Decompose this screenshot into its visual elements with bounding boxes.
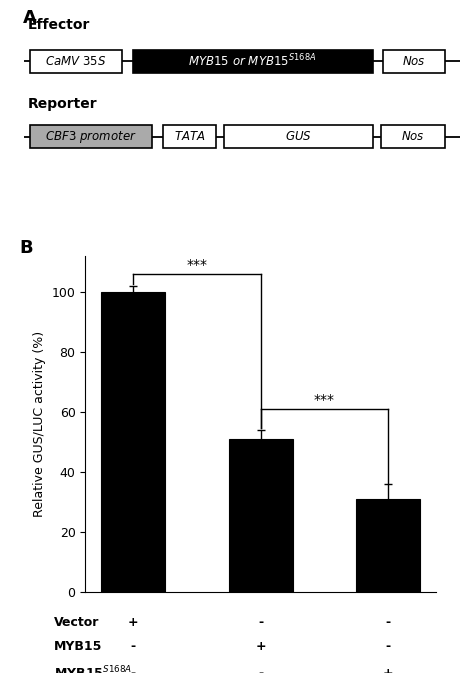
Text: $\mathit{MYB15\ or\ MYB15}^{\mathit{S168A}}$: $\mathit{MYB15\ or\ MYB15}^{\mathit{S168… <box>189 53 317 70</box>
Text: -: - <box>131 640 136 653</box>
Text: $\mathit{TATA}$: $\mathit{TATA}$ <box>173 130 205 143</box>
Text: A: A <box>23 9 36 28</box>
Text: $\mathit{GUS}$: $\mathit{GUS}$ <box>285 130 312 143</box>
Text: $\mathit{Nos}$: $\mathit{Nos}$ <box>402 55 426 68</box>
Text: MYB15: MYB15 <box>54 640 102 653</box>
Text: MYB15$^{S168A}$: MYB15$^{S168A}$ <box>54 665 132 673</box>
Text: ***: *** <box>186 258 208 273</box>
FancyBboxPatch shape <box>224 125 373 148</box>
Y-axis label: Relative GUS/LUC activity (%): Relative GUS/LUC activity (%) <box>33 331 46 517</box>
Text: Vector: Vector <box>54 616 100 629</box>
Text: +: + <box>383 667 393 673</box>
Text: ***: *** <box>314 394 335 407</box>
Text: +: + <box>128 616 138 629</box>
Text: Reporter: Reporter <box>28 97 98 111</box>
Text: B: B <box>19 239 33 257</box>
FancyBboxPatch shape <box>30 125 152 148</box>
Text: Effector: Effector <box>28 17 91 32</box>
Text: -: - <box>131 667 136 673</box>
Text: -: - <box>258 616 263 629</box>
Text: -: - <box>258 667 263 673</box>
Bar <box>229 439 292 592</box>
FancyBboxPatch shape <box>30 50 122 73</box>
FancyBboxPatch shape <box>381 125 445 148</box>
Text: -: - <box>386 640 391 653</box>
FancyBboxPatch shape <box>383 50 445 73</box>
Bar <box>101 292 165 592</box>
Bar <box>356 499 420 592</box>
Text: $\mathit{Nos}$: $\mathit{Nos}$ <box>401 130 425 143</box>
Text: -: - <box>386 616 391 629</box>
FancyBboxPatch shape <box>133 50 373 73</box>
Text: $\mathit{CBF3\ promoter}$: $\mathit{CBF3\ promoter}$ <box>46 129 137 145</box>
Text: $\mathit{CaMV\ 35S}$: $\mathit{CaMV\ 35S}$ <box>46 55 107 68</box>
Text: +: + <box>255 640 266 653</box>
FancyBboxPatch shape <box>163 125 216 148</box>
